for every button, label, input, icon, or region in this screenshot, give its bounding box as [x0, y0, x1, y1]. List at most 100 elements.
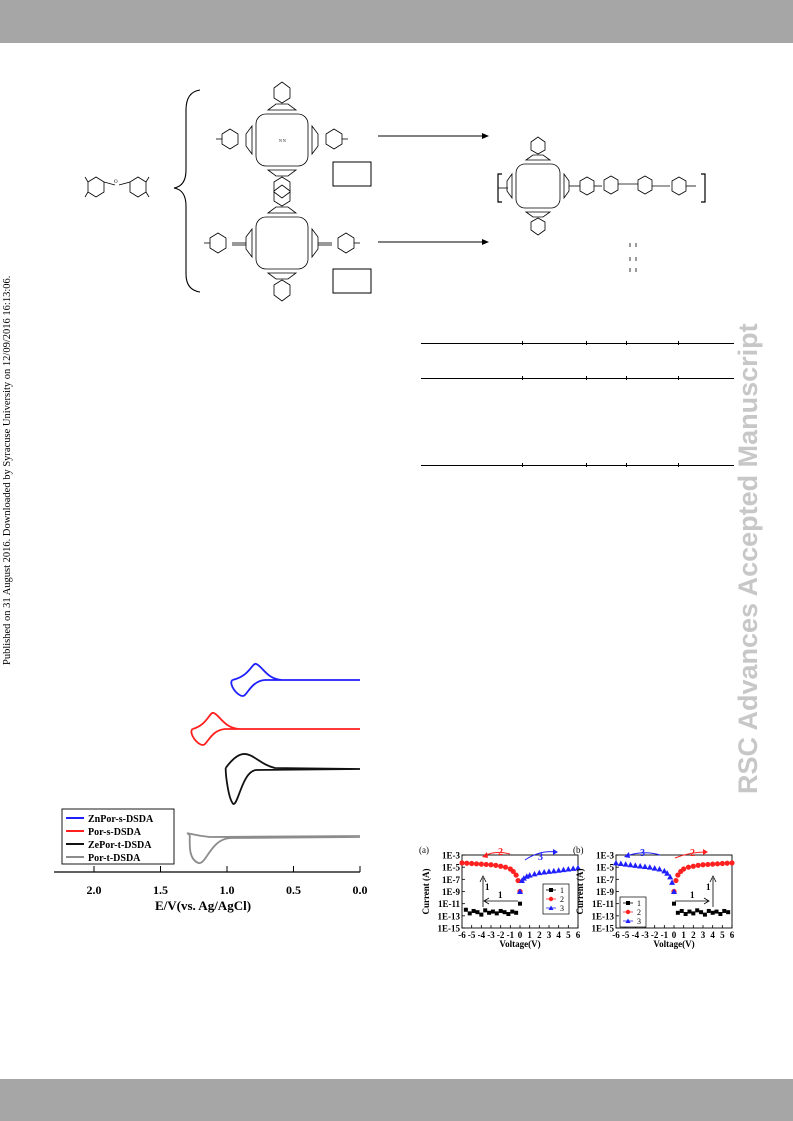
iv-arrow-head [624, 852, 630, 858]
bottom-bar [0, 1079, 793, 1121]
iv-x-tick-label: -6 [458, 930, 466, 940]
iv-x-tick-label: 5 [566, 930, 571, 940]
iv-point-circle [483, 861, 489, 868]
iv-x-tick-label: -5 [468, 930, 476, 940]
iv-x-tick-label: 5 [720, 930, 725, 940]
iv-x-tick-label: 0 [518, 930, 523, 940]
iv-y-tick-label: 1E-3 [442, 851, 461, 861]
iv-point-square [518, 901, 522, 906]
iv-point-circle [700, 862, 706, 868]
iv-point-triangle [550, 867, 557, 874]
svg-text:N N: N N [279, 138, 286, 143]
cv-legend-label: ZnPor-s-DSDA [88, 814, 154, 825]
iv-point-triangle [632, 862, 639, 868]
iv-y-tick-label: 1E-13 [438, 911, 461, 921]
iv-point-triangle [617, 860, 624, 867]
iv-point-circle [498, 863, 504, 869]
iv-point-circle [724, 860, 730, 866]
iv-point-circle [464, 860, 470, 866]
iv-point-triangle [546, 868, 552, 874]
iv-panel-label: (b) [573, 845, 584, 855]
iv-point-circle [705, 861, 711, 868]
top-bar [0, 0, 793, 43]
iv-legend-label: 2 [637, 908, 641, 917]
label-box-2 [332, 268, 372, 294]
iv-point-square [695, 908, 700, 913]
iv-arrow-label: 2 [498, 847, 503, 858]
iv-point-circle [478, 861, 484, 867]
iv-x-tick-label: 4 [556, 930, 561, 940]
iv-segment1-label: 1 [706, 882, 711, 892]
iv-x-label: Voltage(V) [653, 939, 694, 949]
iv-y-tick-label: 1E-9 [596, 887, 615, 897]
iv-point-square [475, 910, 480, 915]
iv-point-triangle [575, 864, 581, 871]
iv-point-circle [510, 868, 516, 875]
iv-point-square [498, 908, 503, 913]
iv-point-triangle [664, 870, 671, 876]
iv-point-triangle [642, 863, 648, 870]
iv-segment1-label: 1 [485, 882, 490, 892]
cv-x-tick-label: 2.0 [87, 883, 102, 897]
iv-point-square [683, 912, 688, 917]
svg-text:O: O [114, 180, 118, 185]
iv-point-circle [673, 877, 679, 884]
iv-x-tick-label: 3 [701, 930, 706, 940]
iv-point-triangle [613, 859, 619, 866]
polymer-bracket-right [701, 173, 706, 203]
iv-point-circle [690, 863, 696, 869]
iv-segment1-label: 1 [498, 890, 503, 900]
iv-legend-marker [625, 918, 631, 923]
iv-point-square [672, 901, 676, 906]
iv-x-tick-label: -2 [497, 930, 505, 940]
iv-point-square [710, 910, 715, 915]
iv-arrow-label: 3 [538, 852, 543, 863]
iv-arrow-label: 3 [640, 848, 645, 859]
table-bottom-rule [421, 465, 734, 466]
iv-x-tick-label: -1 [661, 930, 669, 940]
iv-point-square [687, 909, 692, 914]
iv-point-square [702, 912, 707, 917]
iv-arrow-head [482, 852, 488, 858]
cv-x-tick-label: 0.5 [286, 883, 301, 897]
cv-x-label: E/V(vs. Ag/AgCl) [155, 898, 251, 913]
iv-legend-marker [548, 905, 554, 910]
iv-point-circle [714, 861, 721, 867]
cv-series-line [224, 753, 361, 805]
iv-y-tick-label: 1E-11 [592, 899, 615, 909]
iv-y-tick-label: 1E-9 [442, 887, 461, 897]
iv-legend-marker [548, 896, 554, 902]
iv-panel-label: (a) [419, 845, 429, 855]
iv-point-triangle [671, 888, 677, 894]
iv-x-tick-label: 2 [691, 930, 696, 940]
iv-point-triangle [637, 862, 644, 869]
iv-x-tick-label: -3 [487, 930, 495, 940]
table-top-rule [421, 343, 734, 344]
iv-point-circle [729, 860, 735, 866]
iv-point-square [510, 909, 515, 914]
iv-point-square [699, 910, 704, 915]
iv-point-square [718, 912, 723, 917]
iv-y-tick-label: 1E-11 [438, 899, 461, 909]
iv-point-triangle [661, 867, 668, 874]
iv-x-tick-label: -6 [612, 930, 620, 940]
iv-segment1-label: 1 [690, 890, 695, 900]
iv-point-circle [515, 877, 521, 884]
iv-point-circle [710, 861, 716, 867]
iv-point-triangle [651, 865, 658, 871]
iv-point-square [722, 908, 727, 913]
iv-y-tick-label: 1E-7 [442, 875, 461, 885]
cv-legend-label: Por-t-DSDA [88, 853, 141, 864]
iv-arrow-label: 2 [690, 848, 695, 859]
iv-point-square [494, 911, 499, 916]
iv-x-tick-label: -4 [478, 930, 486, 940]
iv-point-square [471, 908, 476, 913]
iv-x-tick-label: 1 [681, 930, 686, 940]
iv-point-square [706, 908, 711, 913]
cv-x-tick-label: 0.0 [353, 883, 368, 897]
iv-point-circle [493, 862, 499, 868]
iv-y-tick-label: 1E-5 [596, 863, 615, 873]
iv-y-tick-label: 1E-3 [596, 851, 615, 861]
iv-point-square [726, 910, 731, 915]
